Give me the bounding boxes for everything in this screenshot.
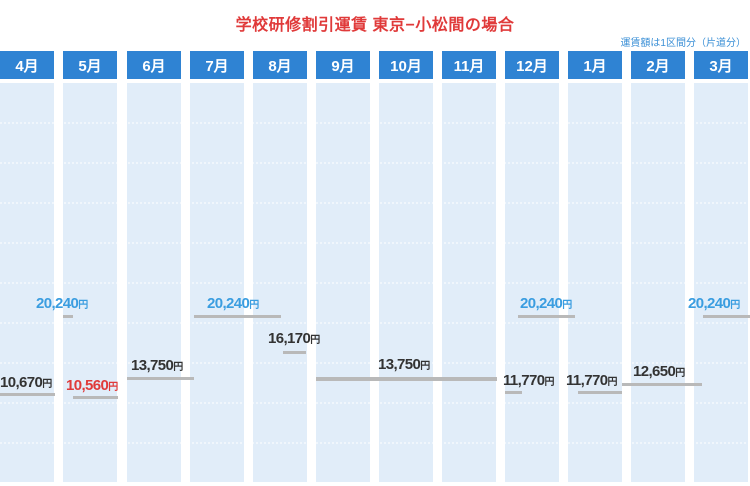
- month-header-bg: [316, 51, 370, 79]
- fare-bar: [73, 396, 118, 399]
- month-label: 10月: [390, 58, 422, 75]
- month-label: 11月: [454, 58, 485, 75]
- month-header-bg: [631, 51, 685, 79]
- fare-note: 運賃額は1区間分（片道分）: [620, 38, 746, 49]
- fare-bar: [505, 391, 522, 394]
- month-header-bg: [568, 51, 622, 79]
- fare-bar: [703, 315, 750, 318]
- month-label: 3月: [709, 58, 732, 75]
- grid-lines: [0, 122, 750, 444]
- month-label: 5月: [78, 58, 101, 75]
- fare-bar: [0, 393, 55, 396]
- month-header-bg: [127, 51, 181, 79]
- month-header-bg: [253, 51, 307, 79]
- month-headers: 4月 5月 6月 7月 8月 9月 10月 11月 12月 1月 2月 3月: [0, 51, 748, 79]
- month-label: 2月: [646, 58, 669, 75]
- fare-label: 20,240円: [688, 295, 740, 312]
- fare-label: 20,240円: [36, 295, 88, 312]
- fare-label: 11,770円: [566, 372, 617, 389]
- fare-label: 13,750円: [131, 357, 183, 374]
- fare-bars: [0, 315, 750, 399]
- fare-label: 11,770円: [503, 372, 554, 389]
- month-label: 4月: [15, 58, 38, 75]
- fare-label: 13,750円: [378, 356, 430, 373]
- month-label: 1月: [583, 58, 606, 75]
- month-header-bg: [63, 51, 117, 79]
- month-label: 6月: [142, 58, 165, 75]
- fare-label: 10,560円: [66, 377, 118, 394]
- month-header-bg: [442, 51, 496, 79]
- fare-label: 16,170円: [268, 330, 320, 347]
- chart-title: 学校研修割引運賃 東京−小松間の場合: [235, 17, 515, 34]
- fare-labels: 20,240円 20,240円 20,240円 20,240円 16,170円 13,75…: [0, 295, 740, 394]
- month-header-bg: [694, 51, 748, 79]
- fare-bar: [518, 315, 575, 318]
- month-label: 12月: [516, 58, 548, 75]
- month-label: 7月: [205, 58, 228, 75]
- month-header-bg: [190, 51, 244, 79]
- fare-bar: [63, 315, 73, 318]
- fare-label: 20,240円: [207, 295, 259, 312]
- fare-bar: [316, 377, 497, 381]
- fare-label: 10,670円: [0, 374, 52, 391]
- fare-bar: [578, 391, 622, 394]
- month-label: 9月: [331, 58, 354, 75]
- fare-label: 12,650円: [633, 363, 685, 380]
- month-label: 8月: [268, 58, 291, 75]
- fare-bar: [194, 315, 281, 318]
- month-header-bg: [379, 51, 433, 79]
- fare-bar: [127, 377, 194, 380]
- month-header-bg: [505, 51, 559, 79]
- month-header-bg: [0, 51, 54, 79]
- fare-bar: [622, 383, 702, 386]
- fare-label: 20,240円: [520, 295, 572, 312]
- fare-bar: [283, 351, 306, 354]
